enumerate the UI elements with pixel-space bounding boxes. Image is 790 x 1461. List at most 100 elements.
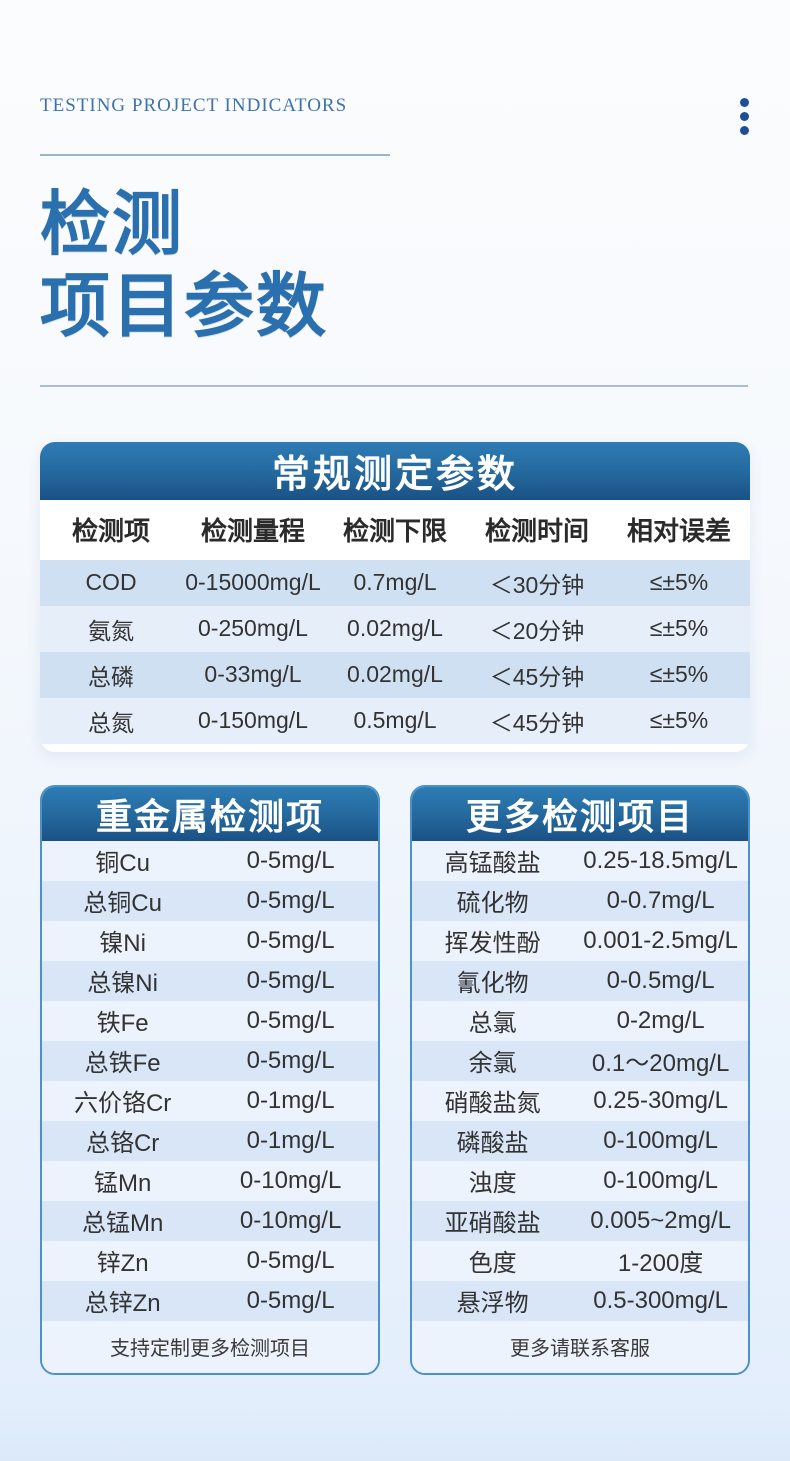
item-label: 亚硝酸盐 bbox=[444, 1210, 541, 1238]
item-label: 铁Fe bbox=[96, 1010, 149, 1038]
item-value: 0-0.5mg/L bbox=[606, 966, 715, 994]
page: TESTING PROJECT INDICATORS 检测 项目参数 常规测定参… bbox=[40, 95, 750, 1375]
page-title-line2: 项目参数 bbox=[40, 268, 328, 346]
table-row: 氨氮 0-250mg/L 0.02mg/L ＜20分钟 ≤±5% bbox=[40, 605, 750, 652]
item-label: 铜Cu bbox=[95, 850, 150, 878]
item-label: 挥发性酚 bbox=[444, 930, 541, 958]
table-row: COD 0-15000mg/L 0.7mg/L ＜30分钟 ≤±5% bbox=[40, 559, 750, 606]
cell-time: ＜45分钟 bbox=[489, 663, 585, 690]
cell-time: ＜45分钟 bbox=[489, 709, 585, 736]
item-value: 0.25-30mg/L bbox=[593, 1086, 728, 1114]
page-title: 检测 项目参数 bbox=[40, 185, 750, 349]
item-value: 0-1mg/L bbox=[246, 1086, 335, 1114]
cell-range: 0-150mg/L bbox=[198, 707, 308, 734]
item-label: 总镍Ni bbox=[87, 970, 158, 998]
list-item: 总氯 0-2mg/L bbox=[412, 1000, 748, 1041]
eyebrow-text: TESTING PROJECT INDICATORS bbox=[40, 95, 348, 116]
column-header: 检测下限 bbox=[342, 516, 447, 547]
cell-range: 0-250mg/L bbox=[198, 615, 308, 642]
table-row: 总氮 0-150mg/L 0.5mg/L ＜45分钟 ≤±5% bbox=[40, 697, 750, 744]
kebab-dot bbox=[740, 126, 749, 135]
list-item: 铜Cu 0-5mg/L bbox=[42, 840, 378, 881]
cell-error: ≤±5% bbox=[649, 615, 709, 642]
item-value: 0.001-2.5mg/L bbox=[583, 926, 739, 954]
item-label: 色度 bbox=[468, 1250, 517, 1278]
cell-lower-limit: 0.02mg/L bbox=[347, 615, 443, 642]
item-value: 0-100mg/L bbox=[603, 1166, 718, 1194]
list-item: 总镍Ni 0-5mg/L bbox=[42, 960, 378, 1001]
kebab-dot bbox=[740, 98, 749, 107]
item-value: 0-5mg/L bbox=[246, 966, 335, 994]
table-row: 总磷 0-33mg/L 0.02mg/L ＜45分钟 ≤±5% bbox=[40, 651, 750, 698]
cell-lower-limit: 0.7mg/L bbox=[353, 569, 437, 596]
list-item: 锌Zn 0-5mg/L bbox=[42, 1240, 378, 1281]
heavy-metals-card-title: 重金属检测项 bbox=[42, 786, 378, 841]
item-value: 0.1～20mg/L bbox=[591, 1050, 730, 1078]
card-footer-note: 支持定制更多检测项目 bbox=[42, 1320, 378, 1373]
list-item: 悬浮物 0.5-300mg/L bbox=[412, 1280, 748, 1321]
cell-error: ≤±5% bbox=[649, 707, 709, 734]
item-value: 0-5mg/L bbox=[246, 1286, 335, 1314]
item-value: 0.5-300mg/L bbox=[593, 1286, 728, 1314]
item-value: 0-5mg/L bbox=[246, 886, 335, 914]
list-item: 挥发性酚 0.001-2.5mg/L bbox=[412, 920, 748, 961]
column-header: 相对误差 bbox=[626, 516, 731, 547]
list-item: 总铁Fe 0-5mg/L bbox=[42, 1040, 378, 1081]
item-label: 总锰Mn bbox=[81, 1210, 164, 1238]
divider-short bbox=[40, 154, 390, 156]
item-value: 0-2mg/L bbox=[616, 1006, 705, 1034]
cell-range: 0-15000mg/L bbox=[185, 569, 321, 596]
main-card-title: 常规测定参数 bbox=[40, 441, 750, 500]
item-label: 高锰酸盐 bbox=[444, 850, 541, 878]
cell-parameter: COD bbox=[85, 569, 137, 596]
cell-lower-limit: 0.02mg/L bbox=[347, 661, 443, 688]
item-label: 硫化物 bbox=[456, 890, 529, 918]
item-label: 磷酸盐 bbox=[456, 1130, 529, 1158]
item-value: 0-10mg/L bbox=[239, 1166, 342, 1194]
cell-time: ＜30分钟 bbox=[489, 571, 585, 598]
secondary-cards-row: 重金属检测项 铜Cu 0-5mg/L 总铜Cu 0-5mg/L 镍Ni 0-5m… bbox=[40, 784, 750, 1375]
item-value: 0-5mg/L bbox=[246, 846, 335, 874]
list-item: 浊度 0-100mg/L bbox=[412, 1160, 748, 1201]
list-item: 硫化物 0-0.7mg/L bbox=[412, 880, 748, 921]
list-item: 亚硝酸盐 0.005~2mg/L bbox=[412, 1200, 748, 1241]
list-item: 硝酸盐氮 0.25-30mg/L bbox=[412, 1080, 748, 1121]
item-label: 六价铬Cr bbox=[73, 1090, 172, 1118]
list-item: 氰化物 0-0.5mg/L bbox=[412, 960, 748, 1001]
kebab-menu-icon bbox=[740, 98, 749, 135]
list-item: 磷酸盐 0-100mg/L bbox=[412, 1120, 748, 1161]
item-value: 0.005~2mg/L bbox=[590, 1206, 732, 1234]
column-header: 检测项 bbox=[71, 516, 150, 547]
item-value: 0-5mg/L bbox=[246, 926, 335, 954]
list-item: 铁Fe 0-5mg/L bbox=[42, 1000, 378, 1041]
cell-parameter: 总氮 bbox=[88, 709, 134, 736]
list-item: 总铬Cr 0-1mg/L bbox=[42, 1120, 378, 1161]
cell-error: ≤±5% bbox=[649, 569, 709, 596]
list-item: 总铜Cu 0-5mg/L bbox=[42, 880, 378, 921]
column-header: 检测量程 bbox=[200, 516, 305, 547]
cell-error: ≤±5% bbox=[649, 661, 709, 688]
item-value: 0-1mg/L bbox=[246, 1126, 335, 1154]
card-footer-note: 更多请联系客服 bbox=[412, 1320, 748, 1373]
item-value: 1-200度 bbox=[617, 1250, 704, 1278]
item-value: 0-5mg/L bbox=[246, 1246, 335, 1274]
item-label: 总铜Cu bbox=[83, 890, 162, 918]
item-label: 硝酸盐氮 bbox=[444, 1090, 541, 1118]
heavy-metals-card: 重金属检测项 铜Cu 0-5mg/L 总铜Cu 0-5mg/L 镍Ni 0-5m… bbox=[40, 784, 380, 1375]
cell-parameter: 氨氮 bbox=[88, 617, 134, 644]
list-item: 余氯 0.1～20mg/L bbox=[412, 1040, 748, 1081]
item-label: 氰化物 bbox=[456, 970, 529, 998]
item-label: 锰Mn bbox=[93, 1170, 152, 1198]
list-item: 色度 1-200度 bbox=[412, 1240, 748, 1281]
list-item: 六价铬Cr 0-1mg/L bbox=[42, 1080, 378, 1121]
more-items-card-title: 更多检测项目 bbox=[412, 786, 748, 841]
cell-parameter: 总磷 bbox=[88, 663, 134, 690]
page-title-line1: 检测 bbox=[40, 187, 184, 264]
cell-range: 0-33mg/L bbox=[204, 661, 302, 688]
item-value: 0-5mg/L bbox=[246, 1006, 335, 1034]
kebab-dot bbox=[740, 112, 749, 121]
main-parameters-card: 常规测定参数 检测项 检测量程 检测下限 检测时间 相对误差 COD 0-150… bbox=[40, 441, 750, 752]
item-value: 0-5mg/L bbox=[246, 1046, 335, 1074]
cell-lower-limit: 0.5mg/L bbox=[353, 707, 437, 734]
item-label: 浊度 bbox=[468, 1170, 517, 1198]
